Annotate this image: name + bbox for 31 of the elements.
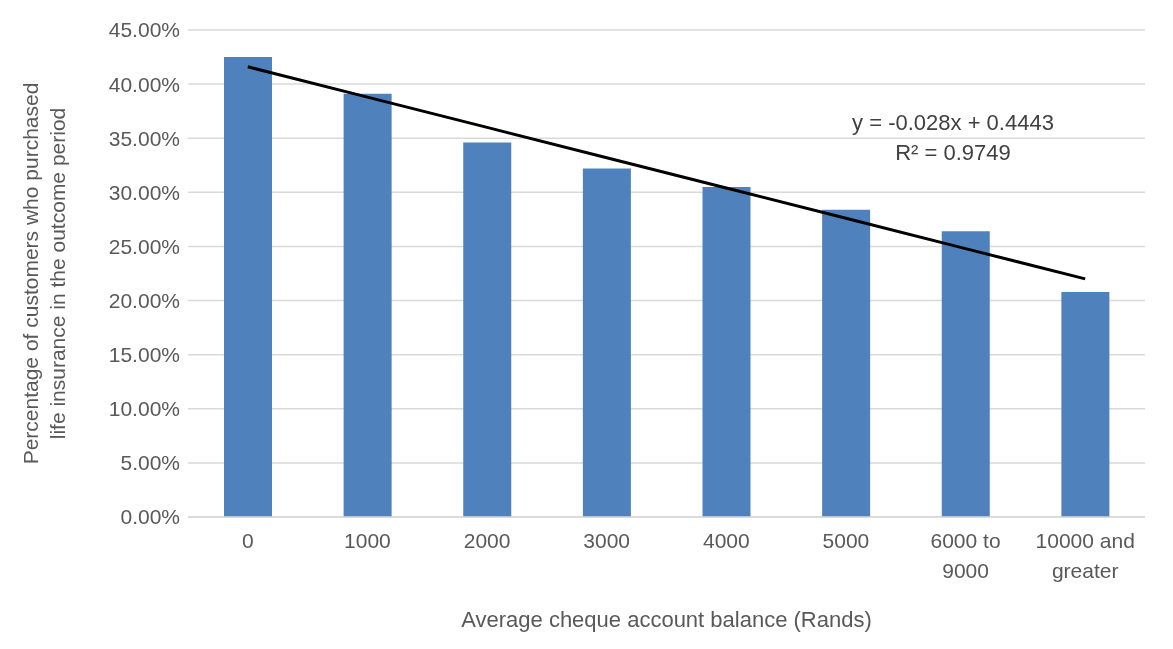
y-tick-label: 45.00% [108, 18, 180, 42]
bar [1061, 291, 1110, 517]
y-tick-label: 5.00% [120, 451, 180, 475]
y-tick-label: 0.00% [120, 505, 180, 529]
annotation: R² = 0.9749 [894, 140, 1012, 166]
x-tick-label: 6000 to 9000 [930, 528, 1001, 582]
y-tick-label: 35.00% [108, 126, 180, 150]
x-tick-label: 1000 [344, 528, 391, 552]
x-axis-title: Average cheque account balance (Rands) [461, 607, 872, 632]
bar [702, 186, 751, 517]
annotation: y = -0.028x + 0.4443 [851, 110, 1055, 136]
bar [224, 57, 272, 517]
bar [463, 142, 512, 517]
bar [582, 168, 631, 517]
x-tick-label: 10000 and greater [1035, 528, 1135, 582]
y-axis-title: Percentage of customers who purchased life insurance in the outcome period [19, 82, 69, 465]
line-series [246, 65, 1087, 281]
y-tick-label: 20.00% [108, 289, 180, 313]
y-tick-label: 30.00% [108, 180, 180, 204]
bar [822, 209, 871, 517]
bar [343, 93, 392, 517]
bar [941, 231, 990, 517]
x-tick-label: 4000 [702, 528, 750, 552]
x-tick-label: 0 [241, 528, 254, 552]
x-tick-label: 5000 [822, 528, 870, 552]
x-tick-label: 2000 [463, 528, 511, 552]
y-tick-label: 10.00% [108, 397, 180, 421]
y-tick-label: 15.00% [108, 343, 180, 367]
y-tick-label: 25.00% [108, 234, 180, 258]
x-tick-label: 3000 [583, 528, 631, 552]
y-tick-label: 40.00% [108, 72, 180, 96]
